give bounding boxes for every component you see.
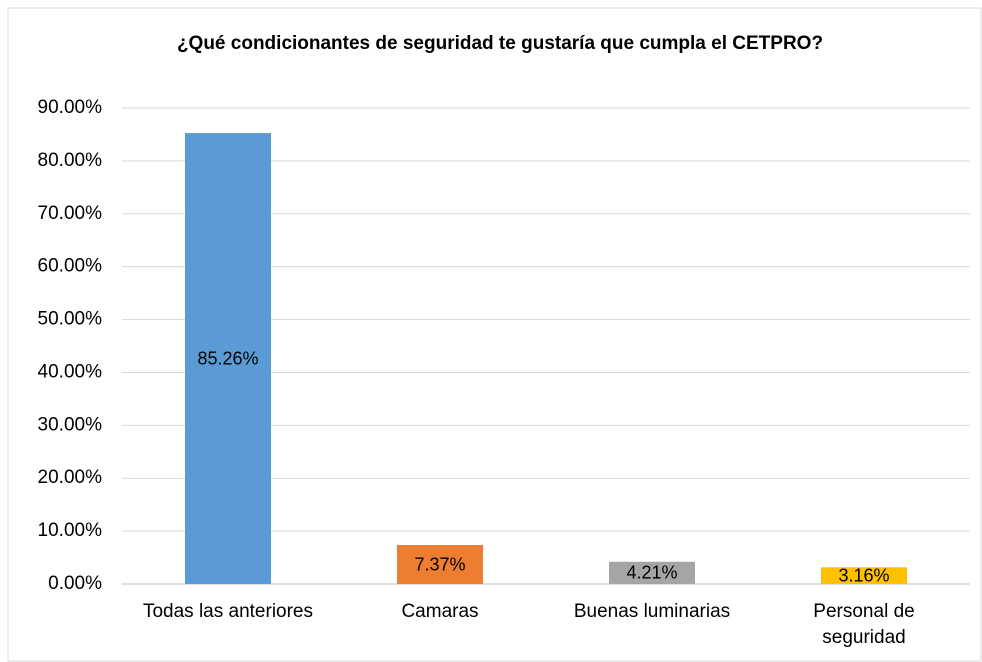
value-label: 4.21% [626, 563, 677, 583]
bar [609, 561, 695, 584]
bar [397, 545, 483, 584]
y-tick-label: 30.00% [38, 414, 103, 435]
x-tick-label: Personal de seguridad [813, 601, 914, 648]
y-tick-label: 90.00% [38, 97, 103, 118]
y-tick-label: 40.00% [38, 361, 103, 382]
bar [821, 567, 907, 584]
y-tick-label: 20.00% [38, 467, 103, 488]
y-tick-label: 70.00% [38, 203, 103, 224]
value-label: 3.16% [838, 565, 889, 585]
x-tick-label: Buenas luminarias [574, 601, 730, 622]
value-label: 7.37% [414, 554, 465, 574]
y-tick-label: 60.00% [38, 256, 103, 277]
y-tick-label: 10.00% [38, 520, 103, 541]
bar [185, 133, 271, 584]
y-tick-label: 50.00% [38, 309, 103, 330]
value-label: 85.26% [197, 348, 258, 368]
y-tick-label: 0.00% [48, 573, 102, 594]
chart-frame [7, 7, 982, 662]
chart-title: ¿Qué condicionantes de seguridad te gust… [177, 33, 823, 54]
x-tick-label: Camaras [401, 601, 478, 622]
x-tick-label: Todas las anteriores [143, 601, 313, 622]
y-tick-label: 80.00% [38, 150, 103, 171]
